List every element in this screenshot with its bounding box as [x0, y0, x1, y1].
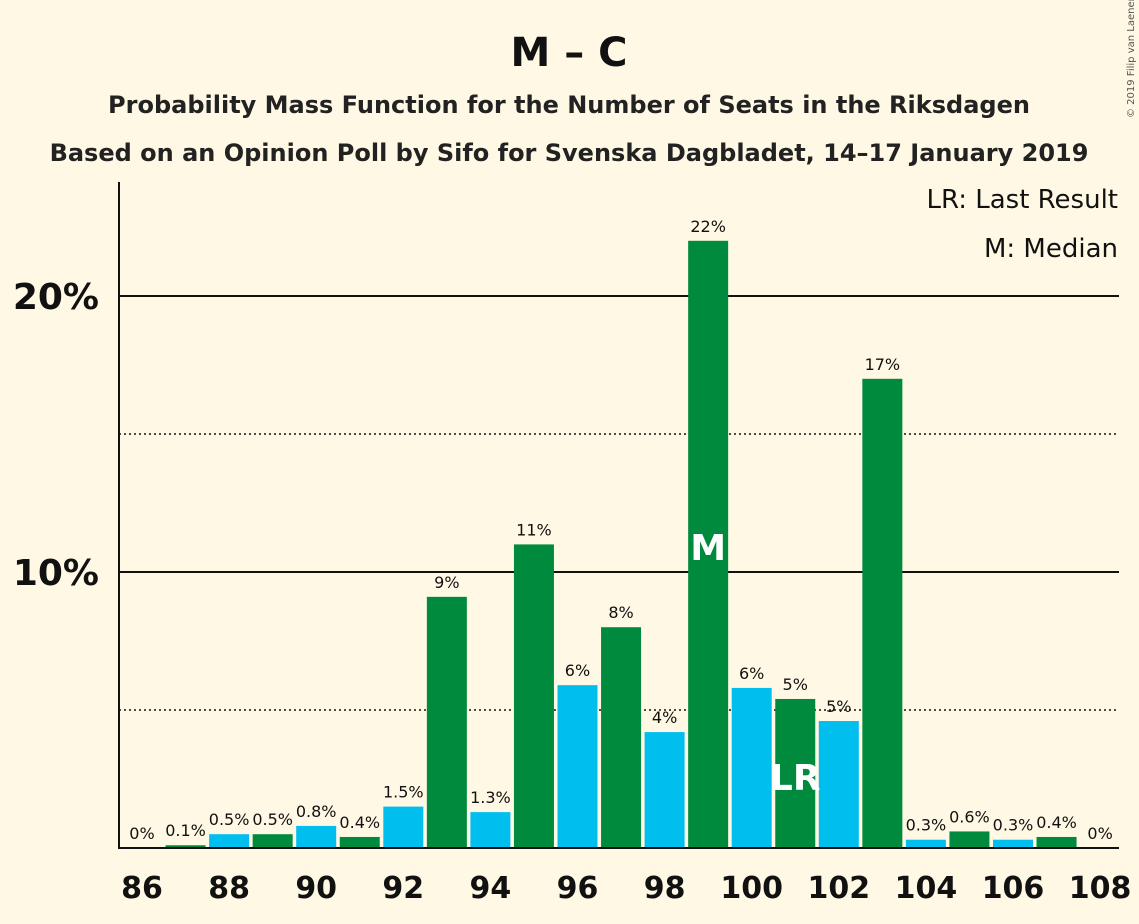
bar-97: [601, 627, 642, 848]
x-tick-label: 98: [644, 871, 686, 906]
bar-107: [1036, 836, 1077, 848]
bar-100: [731, 687, 772, 848]
value-label-104: 0.3%: [906, 816, 947, 835]
bar-96: [557, 685, 598, 848]
value-label-97: 8%: [608, 603, 633, 622]
bar-93: [426, 596, 467, 848]
value-label-86: 0%: [129, 824, 154, 843]
legend-last-result: LR: Last Result: [926, 185, 1118, 215]
chart-subtitle-2: Based on an Opinion Poll by Sifo for Sve…: [50, 139, 1089, 167]
value-label-94: 1.3%: [470, 788, 511, 807]
bar-94: [470, 812, 511, 848]
bars: [165, 240, 1077, 849]
bar-102: [818, 721, 859, 848]
value-label-88: 0.5%: [209, 810, 250, 829]
value-label-107: 0.4%: [1036, 813, 1077, 832]
chart-subtitle-1: Probability Mass Function for the Number…: [108, 91, 1030, 119]
value-label-102: 5%: [826, 697, 851, 716]
value-label-93: 9%: [434, 573, 459, 592]
value-label-90: 0.8%: [296, 802, 337, 821]
bar-92: [383, 806, 424, 848]
y-tick-label: 10%: [13, 553, 99, 594]
last-result-marker: LR: [770, 758, 821, 799]
value-label-101: 5%: [783, 675, 808, 694]
bar-101: [775, 698, 816, 848]
value-label-91: 0.4%: [339, 813, 380, 832]
x-tick-label: 94: [470, 871, 512, 906]
x-tick-label: 86: [121, 871, 163, 906]
bar-103: [862, 378, 903, 848]
x-tick-label: 90: [295, 871, 337, 906]
median-and-last-result-markers: M LR: [690, 528, 820, 799]
x-tick-label: 108: [1069, 871, 1132, 906]
y-tick-label: 20%: [13, 277, 99, 318]
bar-87: [165, 845, 206, 848]
x-tick-label: 104: [895, 871, 958, 906]
bar-91: [339, 836, 380, 848]
bar-105: [949, 831, 990, 848]
value-label-92: 1.5%: [383, 783, 424, 802]
y-tick-labels: 10% 20%: [13, 277, 99, 594]
x-tick-label: 88: [208, 871, 250, 906]
value-label-99: 22%: [690, 217, 726, 236]
bar-99: [688, 240, 729, 849]
value-label-89: 0.5%: [252, 810, 293, 829]
bar-104: [905, 839, 946, 848]
value-label-87: 0.1%: [165, 821, 206, 840]
value-label-100: 6%: [739, 664, 764, 683]
bar-89: [252, 834, 293, 848]
x-tick-label: 106: [982, 871, 1045, 906]
value-label-105: 0.6%: [949, 807, 990, 826]
x-tick-label: 102: [807, 871, 870, 906]
value-label-106: 0.3%: [993, 816, 1034, 835]
bar-95: [513, 544, 554, 848]
value-labels: 0% 0.1%0.5% 0.5% 0.8%0.4%1.5%9%1.3%11%6%8%4…: [129, 217, 1112, 843]
x-tick-label: 92: [382, 871, 424, 906]
bar-98: [644, 732, 685, 848]
bar-106: [993, 839, 1033, 848]
value-label-96: 6%: [565, 661, 590, 680]
x-tick-label: 96: [557, 871, 599, 906]
value-label-108: 0%: [1087, 824, 1112, 843]
median-marker: M: [690, 528, 726, 569]
legend-median: M: Median: [984, 234, 1118, 264]
value-label-98: 4%: [652, 708, 677, 727]
bar-88: [209, 834, 250, 848]
value-label-103: 17%: [865, 355, 901, 374]
value-label-95: 11%: [516, 520, 552, 539]
x-tick-label: 100: [720, 871, 783, 906]
bar-90: [296, 825, 337, 848]
x-tick-labels: 86 88 90 92 94 96 98 100 102 104 106 108: [121, 871, 1131, 906]
chart-title: M – C: [510, 30, 627, 76]
copyright-text: © 2019 Filip van Laenen: [1126, 0, 1137, 118]
